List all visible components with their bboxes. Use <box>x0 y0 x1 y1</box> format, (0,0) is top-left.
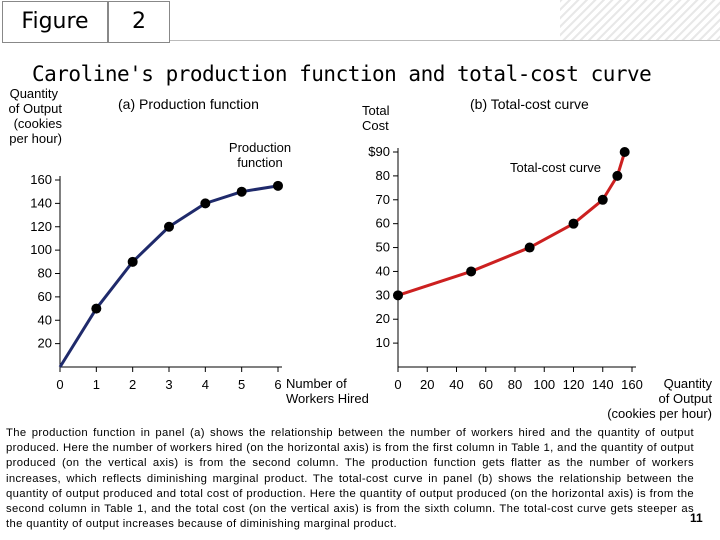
production-y-tick-label: 80 <box>38 266 52 281</box>
cost-x-tick-label: 20 <box>420 377 434 392</box>
production-curve <box>58 184 279 368</box>
production-data-point <box>127 256 138 267</box>
production-data-point <box>164 221 174 232</box>
cost-x-tick-label: 60 <box>479 377 493 392</box>
panel-a-title: (a) Production function <box>118 96 259 112</box>
production-y-tick-label: 60 <box>38 289 52 304</box>
y-label-line: (cookies <box>13 116 62 131</box>
cost-data-point <box>524 242 535 253</box>
cost-data-point <box>466 266 477 277</box>
cost-x-tick-label: 40 <box>449 377 463 392</box>
production-data-point <box>91 303 102 314</box>
cost-x-tick-label: 80 <box>508 377 522 392</box>
x-label-line: Number of <box>286 376 347 391</box>
y-label-line: Cost <box>362 118 389 133</box>
production-data-point <box>273 180 283 191</box>
cost-y-tick-label: 70 <box>376 192 390 207</box>
production-y-tick-label: 120 <box>30 219 52 234</box>
production-x-tick-label: 2 <box>129 377 136 392</box>
production-y-tick-label: 40 <box>38 312 52 327</box>
cost-y-tick-label: 10 <box>376 335 390 350</box>
cost-x-tick-label: 100 <box>533 377 555 392</box>
cost-curve <box>397 151 627 297</box>
production-y-tick-label: 20 <box>38 336 52 351</box>
caption: The production function in panel (a) sho… <box>6 427 694 531</box>
cost-y-tick-label: $90 <box>368 144 390 159</box>
y-label-line: of Output <box>8 101 62 116</box>
panel-b-x-axis-label: Quantity of Output (cookies per hour) <box>590 376 712 421</box>
x-label-line: (cookies per hour) <box>607 406 712 421</box>
production-y-tick-label: 100 <box>30 242 52 257</box>
cost-data-point <box>393 290 403 301</box>
production-data-point <box>200 198 211 209</box>
production-x-tick-label: 3 <box>165 377 172 392</box>
x-label-line: Workers Hired <box>286 391 369 406</box>
header-decoration <box>560 0 720 40</box>
cost-data-point <box>568 218 579 229</box>
cost-y-tick-label: 50 <box>376 240 390 255</box>
panel-a-x-axis-label: Number of Workers Hired <box>286 376 369 406</box>
figure-title: Caroline's production function and total… <box>32 62 652 86</box>
cost-data-point <box>597 194 608 205</box>
cost-data-point <box>612 170 623 181</box>
production-x-tick-label: 1 <box>93 377 100 392</box>
total-cost-curve-label: Total-cost curve <box>510 160 602 175</box>
production-x-tick-label: 0 <box>56 377 63 392</box>
production-y-tick-label: 160 <box>30 172 52 187</box>
production-function-label: Production function <box>222 140 298 170</box>
production-x-tick-label: 5 <box>238 377 245 392</box>
production-y-tick-label: 140 <box>30 195 52 210</box>
x-label-line: of Output <box>658 391 712 406</box>
cost-x-tick-label: 0 <box>394 377 401 392</box>
page-number: 11 <box>690 511 703 525</box>
cost-x-tick-label: 160 <box>621 377 643 392</box>
figure-number: 2 <box>108 1 170 43</box>
header-rule <box>170 40 720 41</box>
figure-label: Figure <box>2 1 108 43</box>
cost-y-tick-label: 30 <box>376 287 390 302</box>
x-label-line: Quantity <box>663 376 712 391</box>
curve-label-line: Production <box>228 140 292 155</box>
cost-x-tick-label: 120 <box>563 377 585 392</box>
panel-b-y-axis-label: Total Cost <box>362 103 389 133</box>
panel-b-title: (b) Total-cost curve <box>470 96 589 112</box>
production-data-point <box>236 186 247 197</box>
cost-data-point <box>619 147 630 157</box>
y-label-line: per hour) <box>9 131 62 146</box>
production-x-tick-label: 6 <box>274 377 281 392</box>
cost-y-tick-label: 80 <box>376 168 390 183</box>
curve-label-line: function <box>237 155 283 170</box>
y-label-line: Total <box>362 103 390 118</box>
cost-y-tick-label: 60 <box>376 216 390 231</box>
production-x-tick-label: 4 <box>202 377 209 392</box>
panel-a-y-axis-label: Quantity of Output (cookies per hour) <box>2 86 62 146</box>
cost-x-tick-label: 140 <box>592 377 614 392</box>
cost-y-tick-label: 20 <box>376 311 390 326</box>
cost-y-tick-label: 40 <box>376 263 390 278</box>
y-label-line: Quantity <box>9 86 58 101</box>
